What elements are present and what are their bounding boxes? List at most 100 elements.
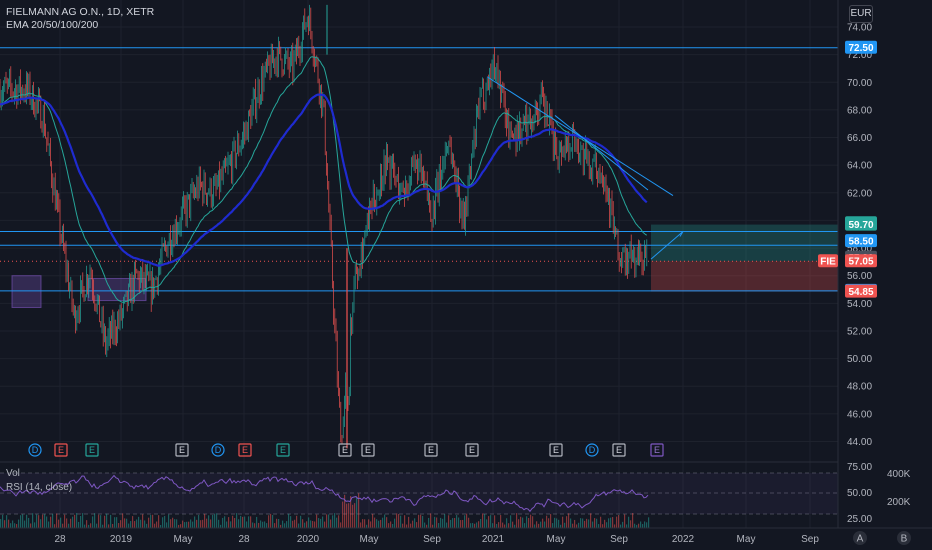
price-tick-label: 44.00 — [847, 437, 872, 448]
volume-bar — [558, 519, 560, 528]
volume-bar — [170, 519, 172, 528]
volume-bar — [298, 523, 300, 528]
time-tick-label: May — [737, 534, 756, 545]
marker-letter: E — [242, 445, 248, 455]
earnings-marker[interactable]: E — [361, 443, 375, 457]
time-tick-label: 2019 — [110, 534, 133, 545]
currency-badge[interactable]: EUR — [849, 5, 873, 23]
volume-bar — [220, 524, 222, 528]
volume-bar — [530, 514, 532, 528]
volume-bar — [104, 515, 106, 528]
earnings-marker[interactable]: E — [650, 443, 664, 457]
dividend-marker[interactable]: D — [211, 443, 225, 457]
volume-bar — [504, 524, 506, 528]
volume-bar — [184, 522, 186, 528]
volume-bar — [622, 521, 624, 528]
volume-bar — [604, 519, 606, 528]
time-tick-label: May — [547, 534, 566, 545]
volume-bar — [238, 519, 240, 528]
earnings-marker[interactable]: E — [238, 443, 252, 457]
earnings-marker[interactable]: E — [175, 443, 189, 457]
volume-bar — [394, 518, 396, 528]
volume-bar — [146, 523, 148, 528]
volume-bar — [350, 496, 352, 528]
volume-bar — [502, 522, 504, 528]
volume-bar — [646, 522, 648, 528]
volume-bar — [334, 513, 336, 528]
volume-bar — [212, 514, 214, 528]
symbol-tag-label: FIE — [820, 257, 836, 268]
volume-bar — [156, 521, 158, 528]
marker-letter: E — [280, 445, 286, 455]
volume-bar — [406, 524, 408, 528]
volume-bar — [368, 519, 370, 528]
volume-bar — [296, 515, 298, 528]
rsi-tick-label: 50.00 — [847, 488, 872, 499]
volume-bar — [576, 524, 578, 528]
badge-label: 58.50 — [848, 237, 873, 248]
support-box — [87, 277, 147, 302]
rsi-tick-label: 25.00 — [847, 514, 872, 525]
volume-bar — [520, 516, 522, 528]
marker-letter: E — [179, 445, 185, 455]
symbol-tag: FIE — [818, 254, 838, 268]
marker-outline — [85, 443, 99, 457]
earnings-marker[interactable]: E — [54, 443, 68, 457]
dividend-marker[interactable]: D — [585, 443, 599, 457]
earnings-marker[interactable]: E — [424, 443, 438, 457]
volume-bar — [310, 520, 312, 528]
volume-bar — [300, 515, 302, 528]
earnings-marker[interactable]: E — [612, 443, 626, 457]
volume-bar — [384, 514, 386, 528]
badge-bg — [845, 284, 877, 298]
auto-scale-icon[interactable]: A — [853, 531, 867, 545]
volume-bar — [532, 516, 534, 528]
earnings-marker[interactable]: E — [465, 443, 479, 457]
volume-bar — [8, 519, 10, 528]
volume-bar — [472, 523, 474, 528]
trend-line — [554, 115, 649, 191]
volume-bar — [284, 523, 286, 528]
volume-bar — [602, 524, 604, 528]
volume-bar — [490, 515, 492, 528]
volume-bar — [506, 518, 508, 528]
volume-bar — [338, 515, 340, 528]
marker-outline — [238, 443, 252, 457]
price-tick-label: 68.00 — [847, 105, 872, 116]
ema-50-line — [0, 93, 648, 267]
indicator-legend[interactable]: EMA 20/50/100/200 — [6, 19, 99, 31]
volume-bar — [542, 518, 544, 528]
volume-bar — [226, 521, 228, 528]
volume-bar — [428, 517, 430, 528]
earnings-marker[interactable]: E — [338, 443, 352, 457]
volume-bar — [442, 518, 444, 528]
volume-bar — [176, 519, 178, 528]
symbol-title[interactable]: FIELMANN AG O.N., 1D, XETR — [6, 6, 155, 18]
volume-bar — [210, 519, 212, 528]
last-price-badge: 57.05 — [845, 254, 877, 268]
marker-letter: D — [215, 445, 222, 455]
earnings-marker[interactable]: E — [276, 443, 290, 457]
volume-bar — [420, 514, 422, 528]
volume-bar — [562, 516, 564, 528]
volume-bar — [288, 513, 290, 528]
volume-bar — [260, 520, 262, 528]
volume-bar — [448, 515, 450, 528]
volume-bar — [352, 504, 354, 528]
support-box — [11, 275, 42, 308]
volume-bar — [270, 513, 272, 528]
trend-line — [486, 76, 674, 196]
volume-bar — [86, 520, 88, 528]
volume-bar — [248, 516, 250, 528]
dividend-marker[interactable]: D — [28, 443, 42, 457]
volume-bar — [516, 513, 518, 528]
log-scale-icon[interactable]: B — [897, 531, 911, 545]
earnings-marker[interactable]: E — [549, 443, 563, 457]
volume-bar — [324, 521, 326, 528]
earnings-marker[interactable]: E — [85, 443, 99, 457]
volume-bar — [430, 513, 432, 528]
volume-bar — [196, 519, 198, 528]
volume-bar — [460, 520, 462, 528]
volume-bar — [144, 520, 146, 528]
